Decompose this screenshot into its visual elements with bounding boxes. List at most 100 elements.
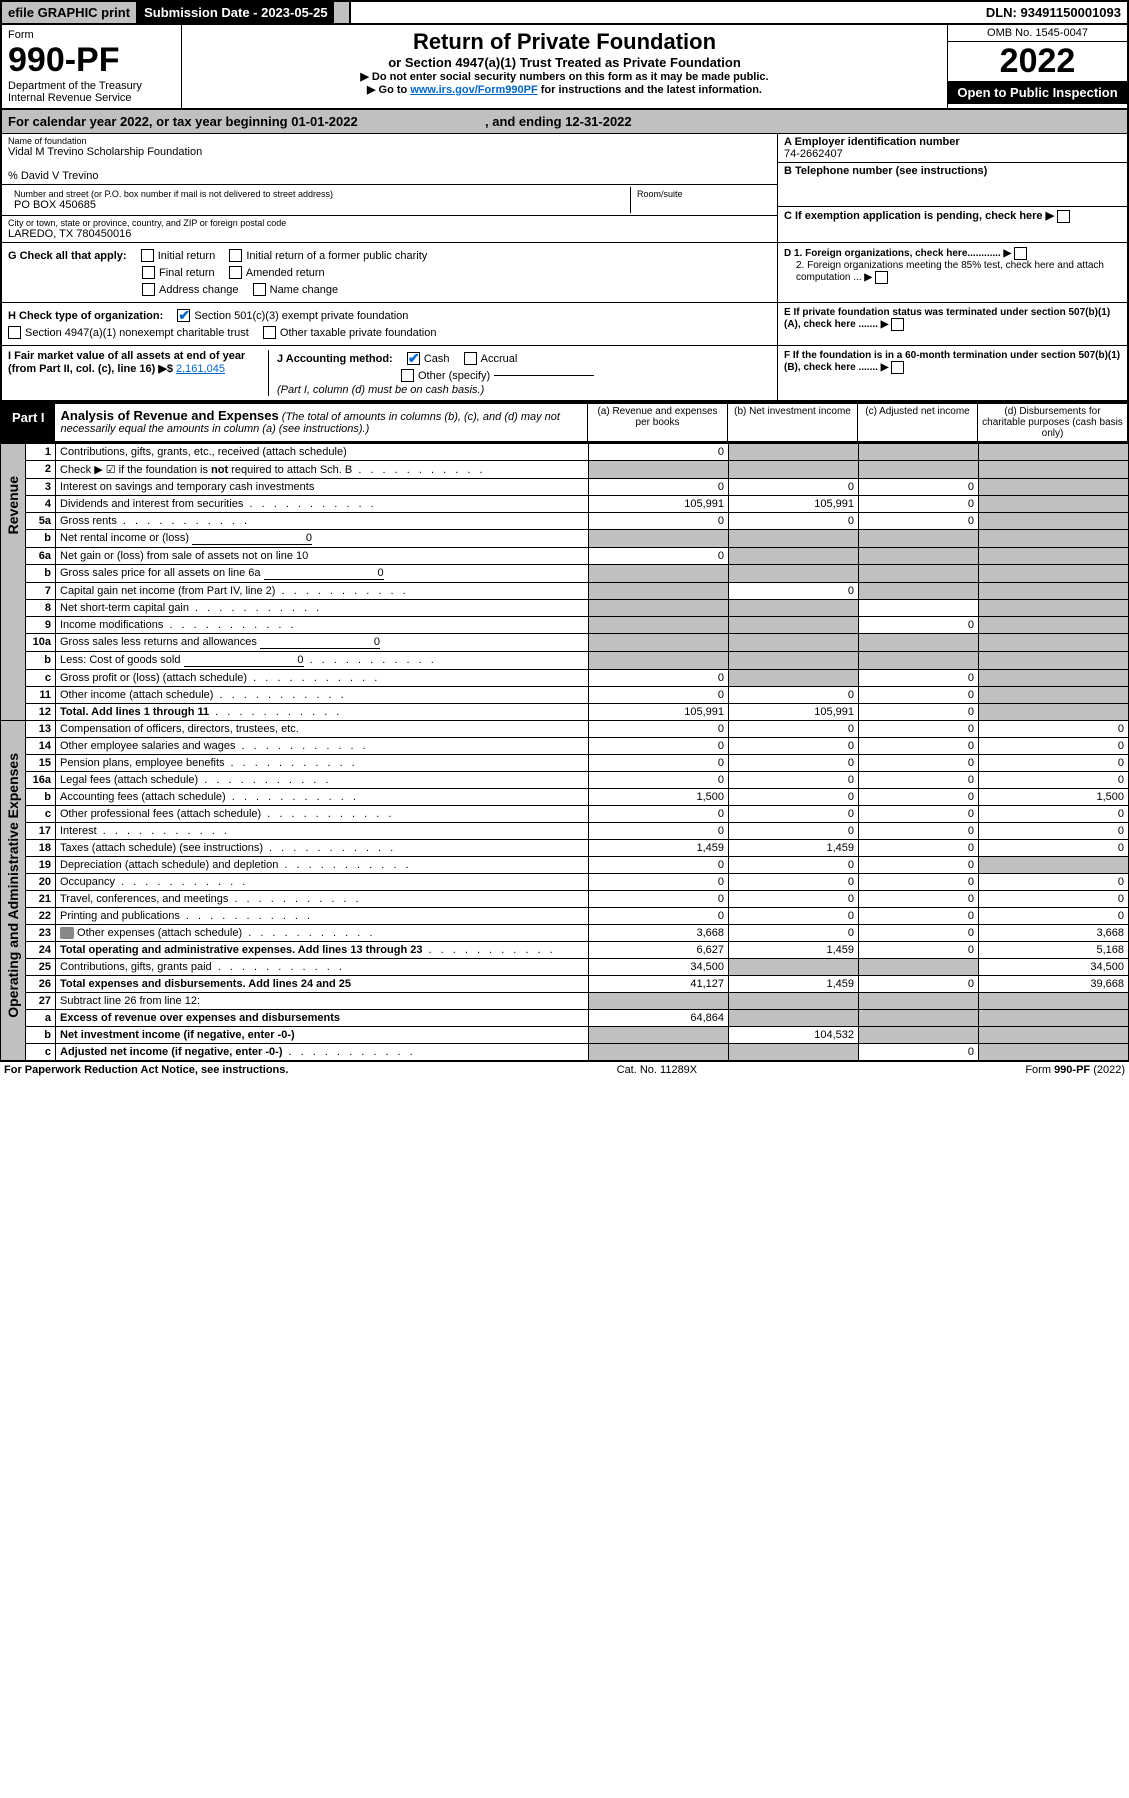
table-row: 3Interest on savings and temporary cash … bbox=[1, 479, 1129, 496]
table-row: 19Depreciation (attach schedule) and dep… bbox=[1, 857, 1129, 874]
efile-print-button[interactable]: efile GRAPHIC print bbox=[2, 2, 138, 23]
g-amended-checkbox[interactable] bbox=[229, 266, 242, 279]
line-desc: Net gain or (loss) from sale of assets n… bbox=[56, 548, 589, 565]
cell-b bbox=[729, 530, 859, 548]
line-number: 20 bbox=[26, 874, 56, 891]
cell-a: 105,991 bbox=[589, 496, 729, 513]
line-desc: Other employee salaries and wages bbox=[56, 738, 589, 755]
irs-link[interactable]: www.irs.gov/Form990PF bbox=[410, 84, 537, 96]
line-number: b bbox=[26, 1027, 56, 1044]
line-desc: Net short-term capital gain bbox=[56, 600, 589, 617]
cell-d bbox=[979, 583, 1129, 600]
d1-checkbox[interactable] bbox=[1014, 247, 1027, 260]
d2-checkbox[interactable] bbox=[875, 271, 888, 284]
line-number: 21 bbox=[26, 891, 56, 908]
j-accrual-checkbox[interactable] bbox=[464, 352, 477, 365]
irs: Internal Revenue Service bbox=[8, 92, 175, 104]
street-address: PO BOX 450685 bbox=[14, 199, 624, 211]
j-cash-checkbox[interactable] bbox=[407, 352, 420, 365]
table-row: bAccounting fees (attach schedule)1,5000… bbox=[1, 789, 1129, 806]
cell-b: 0 bbox=[729, 908, 859, 925]
e-checkbox[interactable] bbox=[891, 318, 904, 331]
cell-b: 0 bbox=[729, 755, 859, 772]
cell-d bbox=[979, 617, 1129, 634]
cell-d: 1,500 bbox=[979, 789, 1129, 806]
g-initial-checkbox[interactable] bbox=[141, 249, 154, 262]
cell-c: 0 bbox=[859, 670, 979, 687]
h-4947-checkbox[interactable] bbox=[8, 326, 21, 339]
cell-d bbox=[979, 600, 1129, 617]
table-row: 8Net short-term capital gain bbox=[1, 600, 1129, 617]
line-desc: Dividends and interest from securities bbox=[56, 496, 589, 513]
line-number: 12 bbox=[26, 704, 56, 721]
cat-no: Cat. No. 11289X bbox=[617, 1064, 698, 1076]
cell-b: 1,459 bbox=[729, 942, 859, 959]
table-row: 14Other employee salaries and wages0000 bbox=[1, 738, 1129, 755]
line-number: 24 bbox=[26, 942, 56, 959]
submission-date: Submission Date - 2023-05-25 bbox=[138, 2, 334, 23]
line-desc: Occupancy bbox=[56, 874, 589, 891]
g-name-checkbox[interactable] bbox=[253, 283, 266, 296]
line-desc: Total expenses and disbursements. Add li… bbox=[56, 976, 589, 993]
cell-b: 0 bbox=[729, 857, 859, 874]
table-row: 27Subtract line 26 from line 12: bbox=[1, 993, 1129, 1010]
cell-a: 0 bbox=[589, 721, 729, 738]
top-bar: efile GRAPHIC print Submission Date - 20… bbox=[0, 0, 1129, 25]
cell-b: 0 bbox=[729, 772, 859, 789]
cell-c: 0 bbox=[859, 857, 979, 874]
line-desc: Total operating and administrative expen… bbox=[56, 942, 589, 959]
line-number: 14 bbox=[26, 738, 56, 755]
cell-a: 0 bbox=[589, 670, 729, 687]
cell-c: 0 bbox=[859, 942, 979, 959]
cell-b bbox=[729, 634, 859, 652]
line-desc: Total. Add lines 1 through 11 bbox=[56, 704, 589, 721]
line-number: 15 bbox=[26, 755, 56, 772]
line-desc: Net rental income or (loss) 0 bbox=[56, 530, 589, 548]
c-checkbox[interactable] bbox=[1057, 210, 1070, 223]
h-501c3-checkbox[interactable] bbox=[177, 309, 190, 322]
table-row: Revenue1Contributions, gifts, grants, et… bbox=[1, 444, 1129, 461]
cell-d bbox=[979, 530, 1129, 548]
line-desc: Check ▶ ☑ if the foundation is not requi… bbox=[56, 461, 589, 479]
cell-c: 0 bbox=[859, 789, 979, 806]
cell-c: 0 bbox=[859, 806, 979, 823]
d1-label: D 1. Foreign organizations, check here..… bbox=[784, 248, 1001, 259]
form-title: Return of Private Foundation bbox=[188, 29, 941, 55]
addr-label: Number and street (or P.O. box number if… bbox=[14, 189, 624, 199]
cell-d: 0 bbox=[979, 755, 1129, 772]
line-desc: Interest on savings and temporary cash i… bbox=[56, 479, 589, 496]
cell-c bbox=[859, 1027, 979, 1044]
cell-a: 0 bbox=[589, 772, 729, 789]
f-checkbox[interactable] bbox=[891, 361, 904, 374]
g-initial-former-checkbox[interactable] bbox=[229, 249, 242, 262]
city-label: City or town, state or province, country… bbox=[8, 218, 771, 228]
attachment-icon[interactable] bbox=[60, 927, 74, 939]
cell-c: 0 bbox=[859, 891, 979, 908]
cell-d bbox=[979, 479, 1129, 496]
line-number: 11 bbox=[26, 687, 56, 704]
line-number: b bbox=[26, 530, 56, 548]
cell-d bbox=[979, 496, 1129, 513]
g-final-checkbox[interactable] bbox=[142, 266, 155, 279]
cell-a: 0 bbox=[589, 738, 729, 755]
cell-b: 0 bbox=[729, 925, 859, 942]
cell-a bbox=[589, 652, 729, 670]
g-address-checkbox[interactable] bbox=[142, 283, 155, 296]
line-desc: Travel, conferences, and meetings bbox=[56, 891, 589, 908]
cell-d: 0 bbox=[979, 874, 1129, 891]
cell-a bbox=[589, 993, 729, 1010]
cell-c bbox=[859, 652, 979, 670]
line-number: 3 bbox=[26, 479, 56, 496]
j-other-checkbox[interactable] bbox=[401, 369, 414, 382]
table-row: 10aGross sales less returns and allowanc… bbox=[1, 634, 1129, 652]
fmv-value[interactable]: 2,161,045 bbox=[176, 363, 225, 375]
cell-d bbox=[979, 548, 1129, 565]
part1-table: Revenue1Contributions, gifts, grants, et… bbox=[0, 443, 1129, 1061]
cell-c bbox=[859, 1010, 979, 1027]
cell-d bbox=[979, 687, 1129, 704]
cell-b: 1,459 bbox=[729, 976, 859, 993]
cell-d: 0 bbox=[979, 772, 1129, 789]
cell-a: 0 bbox=[589, 548, 729, 565]
line-desc: Other expenses (attach schedule) bbox=[56, 925, 589, 942]
h-other-checkbox[interactable] bbox=[263, 326, 276, 339]
